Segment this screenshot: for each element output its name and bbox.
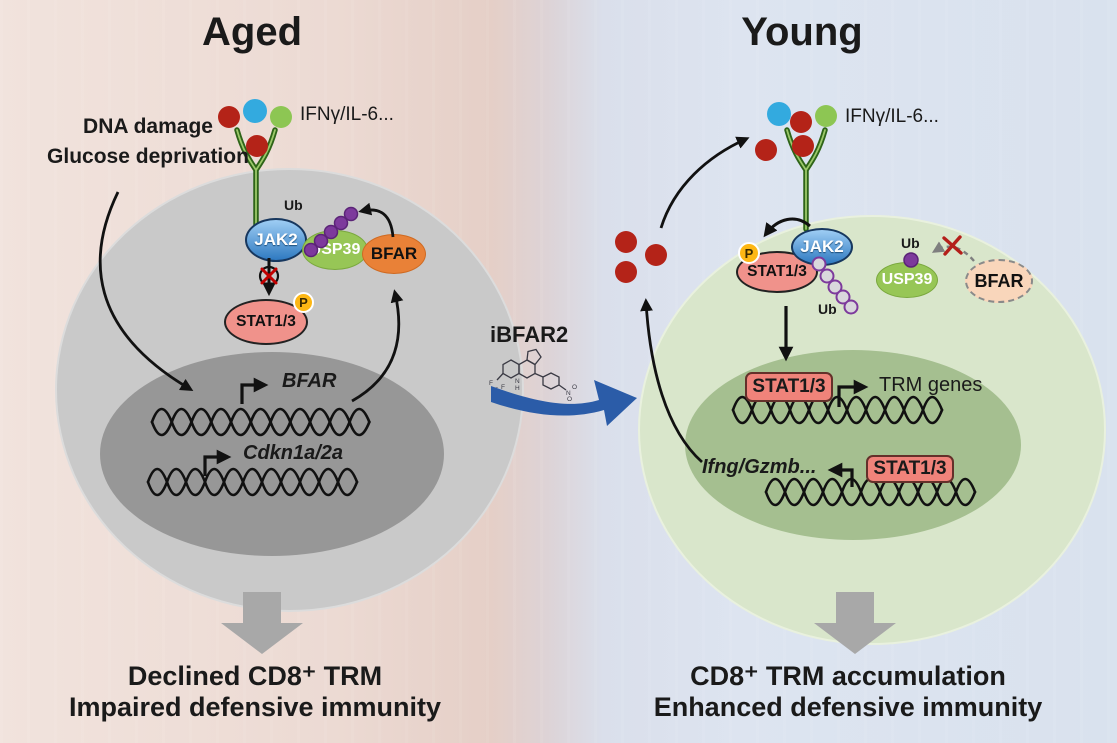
ibfar2-molecule-icon: F F F N H N O O xyxy=(489,348,577,403)
usp39-ub-label: Ub xyxy=(901,235,920,251)
nucleus-aged xyxy=(100,352,444,556)
svg-text:N: N xyxy=(515,378,520,385)
blocked-phospho-arrow xyxy=(258,258,280,297)
stress-label: DNA damage Glucose deprivation xyxy=(28,112,268,172)
outcome-text-left: Declined CD8⁺ TRM Impaired defensive imm… xyxy=(35,661,475,723)
ub-chain-left xyxy=(303,206,359,258)
cytokine-dot-red xyxy=(792,135,814,157)
phospho-badge-right: P xyxy=(738,242,760,264)
trm-genes-label: TRM genes xyxy=(879,374,983,396)
cytokine-dot-red xyxy=(755,139,777,161)
cytokine-dot-green xyxy=(270,106,292,128)
aged-panel-title: Aged xyxy=(202,10,302,54)
usp39-ellipse-right: USP39 xyxy=(876,262,938,298)
ibfar2-action-arrow xyxy=(491,380,637,426)
promoter-arrow-ifng xyxy=(827,462,854,487)
svg-text:O: O xyxy=(567,396,572,403)
outcome-text-right: CD8⁺ TRM accumulation Enhanced defensive… xyxy=(628,661,1068,723)
cytokine-dot-blue xyxy=(243,99,267,123)
autocrine-feedback-arrow xyxy=(659,136,750,229)
cytokine-dot-green xyxy=(815,105,837,127)
ibfar2-label: iBFAR2 xyxy=(490,322,569,347)
cytokine-label-right: IFNγ/IL-6... xyxy=(845,106,939,127)
ifng-gzmb-label: Ifng/Gzmb... xyxy=(702,456,817,478)
ub-chain-right xyxy=(811,256,859,315)
outcome-arrow-right xyxy=(814,592,896,654)
bfar-dashed-ellipse: BFAR xyxy=(965,259,1033,303)
outcome-left-line-1: Declined CD8⁺ TRM xyxy=(127,661,383,691)
svg-text:N: N xyxy=(566,390,571,397)
promoter-arrow-cdkn xyxy=(203,449,232,476)
svg-text:F: F xyxy=(501,384,505,391)
cdkn-gene-label: Cdkn1a/2a xyxy=(243,442,344,464)
bfar-gene-label: BFAR xyxy=(282,370,337,392)
bfar-gene-induction-arrow xyxy=(351,289,404,403)
stress-line-2: Glucose deprivation xyxy=(47,145,249,168)
svg-text:F: F xyxy=(489,380,493,387)
jak2-phosphorylation-arrow xyxy=(763,217,811,238)
stat13-box-trm: STAT1/3 xyxy=(745,372,833,402)
cytokine-dot-red xyxy=(790,111,812,133)
nucleus-young xyxy=(685,350,1021,540)
cytokine-dot-red xyxy=(246,135,268,157)
ub-label-left: Ub xyxy=(284,197,303,213)
secreted-cytokine-dot xyxy=(615,231,637,253)
blocked-x-icon xyxy=(260,267,278,285)
cytokine-label-left: IFNγ/IL-6... xyxy=(300,104,394,125)
promoter-arrow-trm xyxy=(837,379,869,407)
svg-text:O: O xyxy=(572,384,577,391)
young-panel-title: Young xyxy=(741,10,863,54)
outcome-left-line-2: Impaired defensive immunity xyxy=(68,692,442,722)
jak2-ellipse-left: JAK2 xyxy=(245,218,307,262)
phospho-badge-left: P xyxy=(293,292,314,313)
stat13-box-ifng: STAT1/3 xyxy=(866,455,954,483)
outcome-arrow-left xyxy=(221,592,303,654)
blocked-x-icon xyxy=(942,235,963,256)
secreted-cytokine-dot xyxy=(615,261,637,283)
ub-chain-label-right: Ub xyxy=(818,301,837,317)
outcome-right-line-1: CD8⁺ TRM accumulation xyxy=(690,661,1006,691)
stress-line-1: DNA damage xyxy=(83,115,213,138)
cytokine-dot-blue xyxy=(767,102,791,126)
blocked-bfar-usp39-arrow xyxy=(931,241,975,262)
usp39-ub-dot xyxy=(903,252,919,268)
stress-to-nucleus-arrow xyxy=(98,191,194,391)
cytokine-dot-red xyxy=(218,106,240,128)
promoter-arrow-bfar xyxy=(240,377,269,404)
cytokine-secretion-arrow xyxy=(640,298,703,464)
outcome-right-line-2: Enhanced defensive immunity xyxy=(653,692,1043,722)
bfar-deubiquitination-arrow xyxy=(358,202,395,238)
secreted-cytokine-dot xyxy=(645,244,667,266)
svg-text:H: H xyxy=(515,385,520,392)
